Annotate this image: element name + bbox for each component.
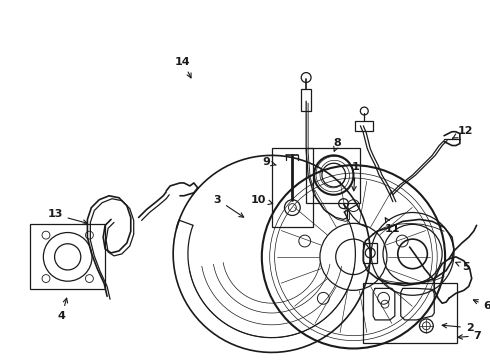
Text: 4: 4 [58,298,68,321]
Text: 6: 6 [473,300,490,311]
Bar [271,148,313,227]
Bar [301,89,311,111]
Text: 5: 5 [456,262,469,272]
Text: 9: 9 [263,157,276,167]
Text: 2: 2 [442,323,474,333]
Text: 11: 11 [385,218,401,234]
Bar [30,224,105,289]
Text: 10: 10 [251,195,273,205]
Bar [363,243,377,263]
Text: 8: 8 [334,138,342,151]
Text: 7: 7 [458,331,482,341]
Text: 1: 1 [351,162,359,191]
Bar [306,148,360,203]
Text: 14: 14 [175,57,191,78]
Text: 3: 3 [214,195,244,217]
Bar [363,283,457,343]
Text: 13: 13 [47,210,87,224]
Text: 12: 12 [453,126,473,138]
Bar [355,121,373,131]
